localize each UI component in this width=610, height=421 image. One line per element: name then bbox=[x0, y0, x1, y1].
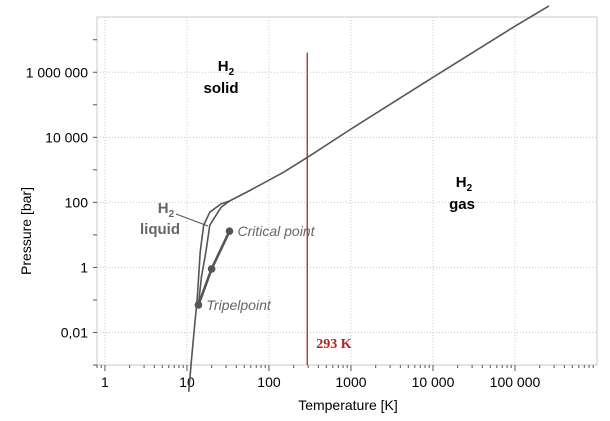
y-axis-title: Pressure [bar] bbox=[18, 187, 34, 275]
x-tick-label: 100 000 bbox=[490, 374, 541, 390]
y-tick-label: 10 000 bbox=[45, 129, 88, 145]
tripelpoint-label: Tripelpoint bbox=[206, 297, 271, 313]
y-tick-label: 100 bbox=[65, 194, 89, 210]
axis-ticks: 1 10 100 1000 10 000 100 000 0,01 1 100 10 000 1 0… bbox=[26, 39, 594, 390]
region-label-gas-name: gas bbox=[449, 196, 475, 213]
region-label-liquid: H2 bbox=[158, 200, 175, 220]
temperature-marker-label: 293 K bbox=[316, 337, 352, 352]
region-label-gas: H2 bbox=[456, 174, 473, 194]
region-label-solid-name: solid bbox=[203, 80, 238, 97]
tripelpoint-marker bbox=[194, 301, 203, 309]
region-label-solid: H2 bbox=[218, 58, 235, 78]
grid bbox=[97, 17, 597, 365]
x-axis-title: Temperature [K] bbox=[298, 397, 398, 413]
sublimation-vaporization-curve bbox=[187, 5, 550, 392]
x-tick-label: 10 bbox=[179, 374, 195, 390]
marker-layer: 293 K bbox=[306, 52, 352, 365]
x-tick-label: 1000 bbox=[335, 374, 366, 390]
plot-frame bbox=[96, 16, 598, 366]
y-tick-label: 1 000 000 bbox=[26, 64, 88, 80]
curve-point-marker bbox=[207, 265, 216, 273]
x-tick-label: 10 000 bbox=[412, 374, 455, 390]
critical-point-marker bbox=[225, 227, 234, 235]
y-tick-label: 1 bbox=[80, 259, 88, 275]
x-tick-label: 100 bbox=[257, 374, 281, 390]
points: Tripelpoint Critical point bbox=[194, 223, 316, 313]
series bbox=[187, 5, 550, 392]
liquid-boundary-curve bbox=[197, 200, 230, 306]
liquid-label-pointer bbox=[175, 213, 209, 227]
region-label-liquid-name: liquid bbox=[140, 221, 180, 238]
y-tick-label: 0,01 bbox=[61, 324, 88, 340]
x-tick-label: 1 bbox=[101, 374, 109, 390]
critical-point-label: Critical point bbox=[237, 223, 315, 239]
